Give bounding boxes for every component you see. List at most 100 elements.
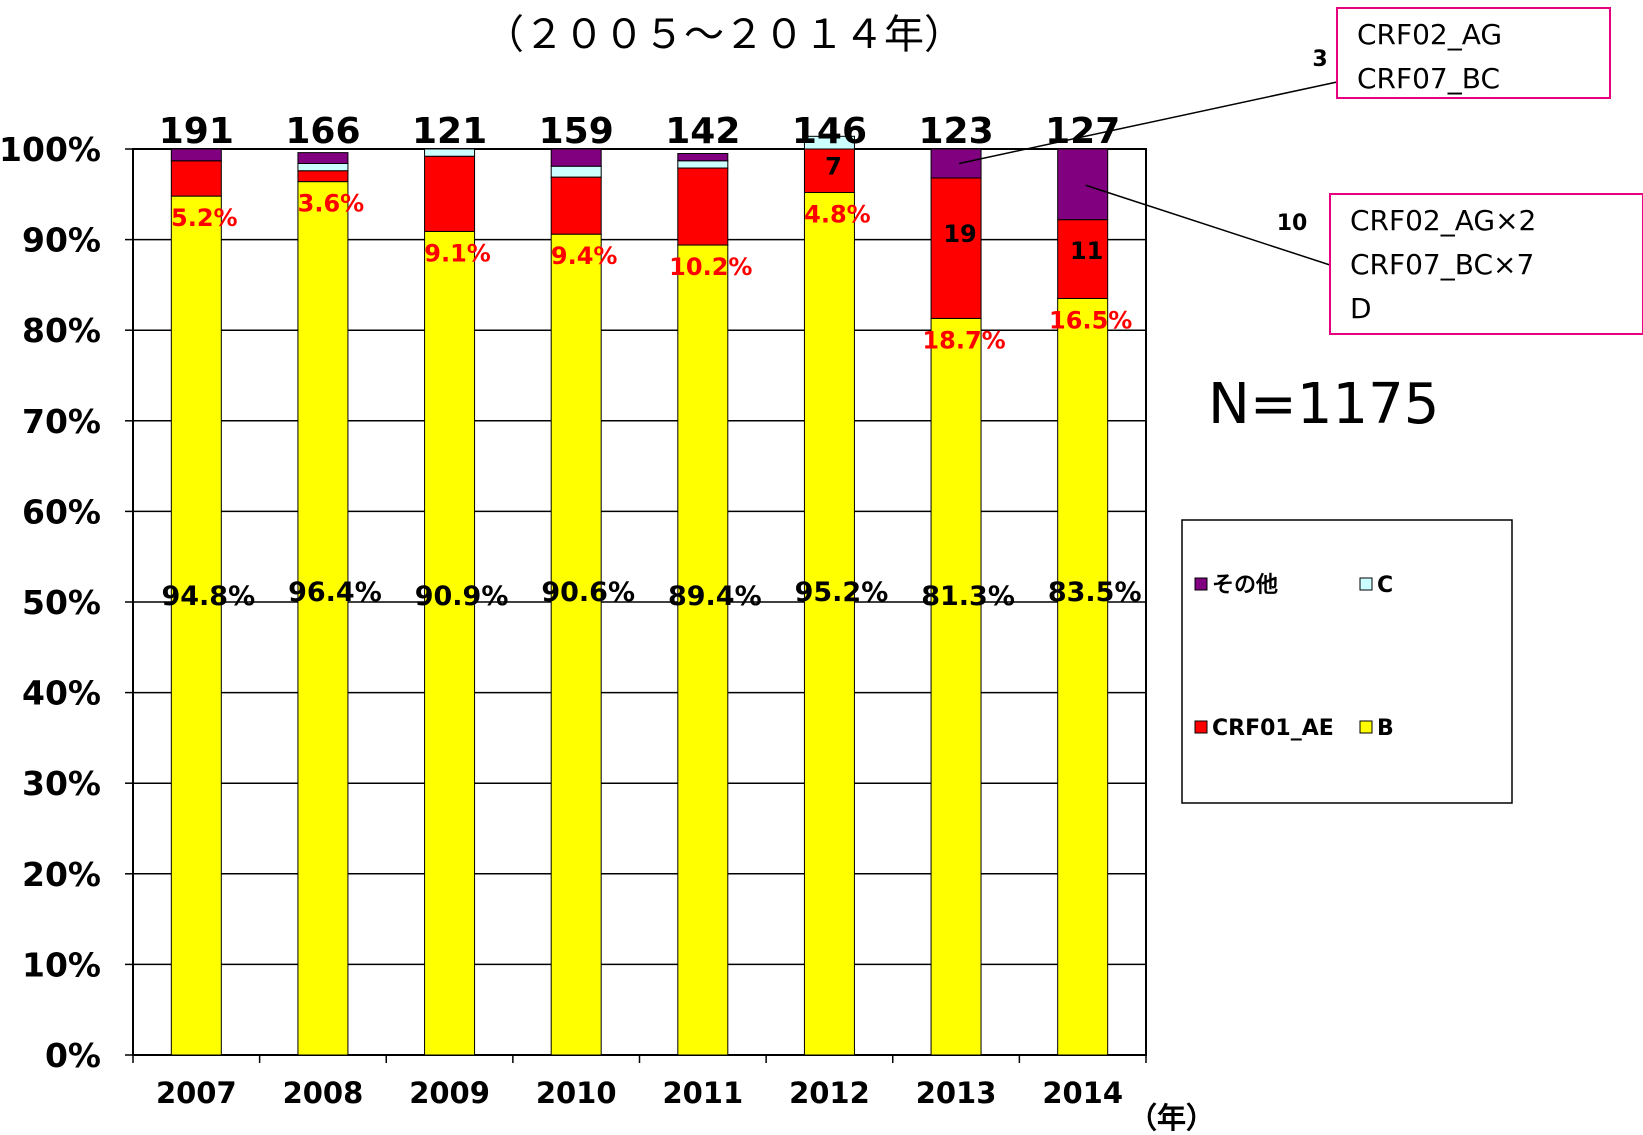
x-tick-label: 2010 — [536, 1076, 617, 1110]
bar-segment-B-2009 — [424, 230, 476, 1056]
y-tick-label: 30% — [22, 764, 101, 803]
b-percent-label: 90.6% — [541, 577, 635, 608]
crf01ae-count-label: 19 — [943, 220, 976, 248]
annotation-line: CRF02_AG×2 — [1350, 204, 1536, 237]
bar-total-label: 191 — [159, 111, 234, 152]
bar-segment-CRF01_AE-2013 — [930, 177, 982, 319]
crf01ae-percent-label: 10.2% — [669, 253, 752, 281]
y-tick-label: 10% — [22, 945, 101, 984]
b-percent-label: 83.5% — [1048, 577, 1142, 608]
bar-segment-CRF01_AE-2008 — [297, 170, 349, 183]
annotation-line: CRF02_AG — [1357, 18, 1502, 51]
legend-label: CRF01_AE — [1212, 716, 1334, 741]
x-tick-label: 2011 — [662, 1076, 743, 1110]
bar-total-label: 146 — [792, 111, 867, 152]
annotation-leader-line — [958, 81, 1338, 165]
bar-total-label: 121 — [412, 111, 487, 152]
x-tick-label: 2009 — [409, 1076, 490, 1110]
bar-segment-C-2011 — [677, 160, 729, 169]
crf01ae-percent-label: 9.4% — [551, 242, 618, 270]
legend-swatch — [1359, 577, 1373, 591]
x-tick-label: 2014 — [1042, 1076, 1123, 1110]
y-tick-label: 90% — [22, 221, 101, 260]
y-tick-label: 40% — [22, 674, 101, 713]
y-tick-label: 100% — [0, 130, 101, 169]
bar-segment-C-2010 — [550, 165, 602, 178]
bar-segment-その他-2007 — [170, 148, 222, 162]
legend-swatch — [1194, 720, 1208, 734]
annotation-box — [1329, 193, 1643, 335]
crf01ae-percent-label: 4.8% — [804, 200, 871, 228]
y-tick-label: 50% — [22, 583, 101, 622]
legend-swatch — [1359, 720, 1373, 734]
bar-segment-C-2009 — [424, 148, 476, 157]
bar-segment-その他-2011 — [677, 153, 729, 162]
bar-segment-その他-2014 — [1057, 148, 1109, 221]
bar-segment-B-2007 — [170, 195, 222, 1056]
bar-segment-CRF01_AE-2011 — [677, 167, 729, 246]
b-percent-label: 95.2% — [795, 577, 889, 608]
bar-segment-B-2012 — [803, 191, 855, 1056]
bar-total-label: 166 — [285, 111, 360, 152]
bar-segment-B-2008 — [297, 181, 349, 1056]
legend-label: その他 — [1212, 573, 1278, 598]
annotation-count: 3 — [1312, 47, 1327, 72]
x-tick-label: 2012 — [789, 1076, 870, 1110]
b-percent-label: 96.4% — [288, 577, 382, 608]
bar-segment-B-2014 — [1057, 297, 1109, 1056]
legend: その他 C CRF01_AE B — [1181, 519, 1513, 804]
y-tick-label: 70% — [22, 402, 101, 441]
y-tick-label: 60% — [22, 492, 101, 531]
b-percent-label: 90.9% — [415, 581, 509, 612]
bar-segment-その他-2010 — [550, 148, 602, 167]
legend-label: B — [1377, 716, 1394, 741]
annotation-line: CRF07_BC×7 — [1350, 248, 1534, 281]
y-axis-ticks: 0% 10% 20% 30% 40% 50% 60% 70% 80% 90% 100% — [0, 130, 101, 1075]
bar-segment-C-2012 — [803, 135, 855, 150]
n-label: N=1175 — [1208, 372, 1439, 437]
bar-segment-B-2011 — [677, 244, 729, 1056]
b-percent-label: 81.3% — [921, 581, 1015, 612]
b-percent-label: 89.4% — [668, 581, 762, 612]
annotation-line: CRF07_BC — [1357, 62, 1500, 95]
annotation-leader-line — [1085, 184, 1331, 266]
x-axis-ticks: 2007 2008 2009 2010 2011 2012 2013 2014 — [156, 1076, 1123, 1110]
bar-segment-B-2010 — [550, 233, 602, 1056]
bar-segment-その他-2013 — [930, 148, 982, 179]
x-axis-label: （年） — [1128, 1101, 1215, 1135]
bar-total-label: 142 — [665, 111, 740, 152]
crf01ae-percent-label: 18.7% — [922, 326, 1005, 354]
bar-total-label: 123 — [918, 111, 993, 152]
bar-segment-CRF01_AE-2009 — [424, 155, 476, 232]
legend-label: C — [1377, 573, 1393, 598]
crf01ae-percent-label: 5.2% — [171, 204, 238, 232]
annotation-count: 10 — [1277, 211, 1308, 236]
bars — [170, 135, 1109, 1056]
bar-segment-CRF01_AE-2007 — [170, 160, 222, 197]
crf01ae-percent-label: 9.1% — [424, 239, 491, 267]
bar-total-label: 159 — [539, 111, 614, 152]
y-tick-label: 0% — [45, 1036, 101, 1075]
chart-title: （２００５〜２０１４年） — [484, 12, 964, 58]
b-percent-label: 94.8% — [161, 581, 255, 612]
crf01ae-percent-label: 16.5% — [1049, 306, 1132, 334]
annotations: 3 CRF02_AG CRF07_BC 10 CRF02_AG×2 CRF07_BC×7 D — [958, 7, 1643, 335]
bar-segment-CRF01_AE-2012 — [803, 148, 855, 193]
bar-segment-その他-2008 — [297, 152, 349, 164]
legend-swatch — [1194, 577, 1208, 591]
bar-segment-CRF01_AE-2010 — [550, 176, 602, 235]
legend-box — [1181, 519, 1513, 804]
annotation-line: D — [1350, 292, 1372, 325]
x-tick-label: 2007 — [156, 1076, 237, 1110]
x-tick-label: 2013 — [916, 1076, 997, 1110]
crf01ae-count-label: 11 — [1070, 237, 1103, 265]
x-tick-label: 2008 — [283, 1076, 364, 1110]
y-tick-label: 20% — [22, 855, 101, 894]
crf01ae-count-label: 7 — [825, 152, 842, 180]
bar-segment-B-2013 — [930, 317, 982, 1056]
bar-labels: 191 94.8% 5.2% 166 96.4% 3.6% 121 90.9% 9.1% 159 9… — [159, 111, 1142, 612]
crf01ae-percent-label: 3.6% — [298, 190, 365, 218]
annotation-box — [1336, 7, 1611, 99]
bar-segment-C-2008 — [297, 162, 349, 172]
